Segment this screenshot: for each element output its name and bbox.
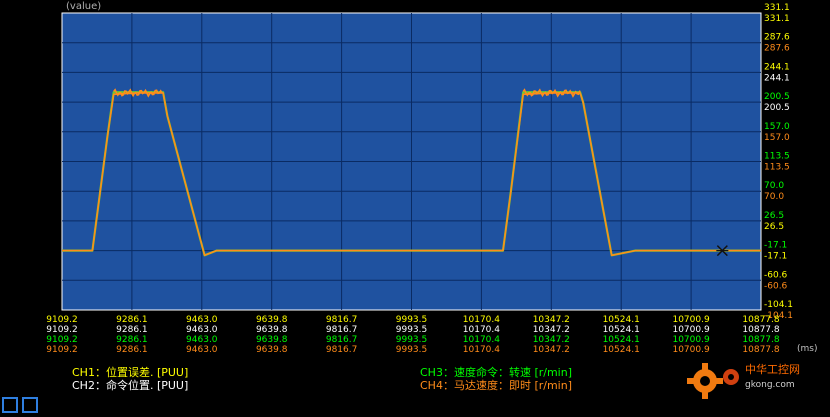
x-tick-label: 9639.8 [255,315,288,325]
y-tick-label: -104.1 [764,300,793,310]
legend-ch3: CH3：速度命令：转速 [r/min] [420,366,573,379]
x-tick-label: 10877.8 [742,325,780,335]
y-tick-label: -104.1 [764,311,793,321]
y-tick-label: 200.5 [764,103,790,113]
x-tick-label: 9993.5 [395,315,428,325]
x-tick-label: 10170.4 [462,345,500,355]
y-tick-label: 287.6 [764,33,790,43]
y-tick-label: 244.1 [764,62,790,72]
x-tick-label: 9286.1 [116,345,148,355]
x-tick-label: 10170.4 [462,315,500,325]
y-tick-label: 113.5 [764,163,790,173]
trace-ch4-plateau-noise [113,88,163,98]
x-tick-label: 10347.2 [532,325,570,335]
y-tick-label: 244.1 [764,73,790,83]
window-button-2[interactable] [22,397,38,413]
x-tick-label: 10524.1 [602,315,640,325]
y-tick-label: 26.5 [764,211,784,221]
x-tick-label: 9109.2 [46,325,78,335]
x-tick-label: 9993.5 [395,335,428,345]
y-tick-label: -60.6 [764,281,788,291]
x-tick-label: 10347.2 [532,315,570,325]
x-tick-label: 9463.0 [186,345,218,355]
y-tick-label: 70.0 [764,192,784,202]
cursor-marker [716,245,729,257]
y-tick-label: 200.5 [764,92,790,102]
x-tick-label: 9463.0 [186,315,218,325]
x-tick-label: 10524.1 [602,335,640,345]
watermark-url: gkong.com [745,380,795,390]
y-tick-label: 70.0 [764,181,784,191]
x-tick-label: 10877.8 [742,345,780,355]
x-tick-label: 10700.9 [672,335,710,345]
x-tick-label: 9639.8 [255,335,288,345]
x-tick-label: 10877.8 [742,335,780,345]
gear-icon [687,363,723,399]
x-tick-row: 9109.2 9286.1 9463.0 9639.8 9816.7 9993.5 1017… [0,345,800,356]
x-tick-label: 10524.1 [602,325,640,335]
y-tick-label: -17.1 [764,241,787,251]
gear-small-icon [723,369,739,385]
y-tick-label: 157.0 [764,133,790,143]
x-tick-label: 9109.2 [46,315,78,325]
x-tick-label: 9463.0 [186,325,218,335]
x-axis-unit: (ms) [797,344,818,354]
x-tick-label: 9286.1 [116,325,148,335]
x-tick-label: 10700.9 [672,315,710,325]
y-tick-label: 113.5 [764,152,790,162]
x-tick-label: 10877.8 [742,315,780,325]
x-tick-row: 9109.2 9286.1 9463.0 9639.8 9816.7 9993.5 1017… [0,315,800,326]
x-tick-label: 10347.2 [532,335,570,345]
y-tick-label: 287.6 [764,44,790,54]
window-button-1[interactable] [2,397,18,413]
x-tick-label: 9993.5 [395,325,428,335]
y-axis-unit-label: (value) [66,1,102,12]
x-tick-label: 9816.7 [325,315,358,325]
x-tick-row: 9109.2 9286.1 9463.0 9639.8 9816.7 9993.5 1017… [0,325,800,336]
legend-ch2: CH2：命令位置. [PUU] [72,379,189,392]
x-tick-label: 9816.7 [325,335,358,345]
y-tick-label: 331.1 [764,14,790,24]
x-tick-label: 9109.2 [46,335,78,345]
x-tick-row: 9109.2 9286.1 9463.0 9639.8 9816.7 9993.5 1017… [0,335,800,346]
y-tick-label: 331.1 [764,3,790,13]
x-tick-label: 9463.0 [186,335,218,345]
x-tick-label: 9286.1 [116,315,148,325]
x-tick-label: 9993.5 [395,345,428,355]
x-tick-label: 10524.1 [602,345,640,355]
x-tick-label: 9639.8 [255,345,288,355]
legend-ch1: CH1：位置误差. [PUU] [72,366,189,379]
grid-lines [62,13,761,310]
y-tick-label: -60.6 [764,270,788,280]
y-tick-label: 26.5 [764,222,784,232]
x-tick-label: 9816.7 [325,325,358,335]
x-tick-label: 9286.1 [116,335,148,345]
x-tick-label: 10170.4 [462,335,500,345]
x-tick-label: 9639.8 [255,325,288,335]
y-tick-label: 157.0 [764,122,790,132]
x-tick-label: 9109.2 [46,345,78,355]
legend-ch4: CH4：马达速度：即时 [r/min] [420,379,573,392]
x-tick-label: 10700.9 [672,325,710,335]
x-tick-label: 10347.2 [532,345,570,355]
trace-ch4-plateau-noise [522,88,581,98]
x-tick-label: 10170.4 [462,325,500,335]
watermark-text: 中华工控网 [745,362,800,376]
x-tick-label: 10700.9 [672,345,710,355]
trace-ch4-motor-speed [62,92,761,257]
y-tick-label: -17.1 [764,252,787,262]
x-tick-label: 9816.7 [325,345,358,355]
watermark-logo: 中华工控网 gkong.com [673,355,823,405]
trace-group [62,88,761,257]
